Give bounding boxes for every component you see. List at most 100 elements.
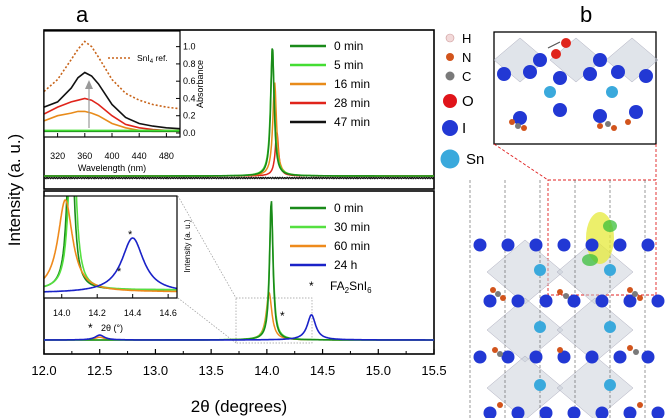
x-tick-label: 14.5 xyxy=(310,363,335,378)
bottom-inset: * * 14.0 14.2 14.4 14.6 2θ (°) Intensity (a… xyxy=(43,195,192,333)
legend-label: 47 min xyxy=(334,115,370,129)
series-0min xyxy=(44,48,434,177)
iodine-atom xyxy=(595,294,609,308)
element-label: I xyxy=(462,120,466,137)
iodine-atom xyxy=(513,111,527,125)
inset-top-x-label: Wavelength (nm) xyxy=(78,163,146,173)
legend-label: 28 min xyxy=(334,96,370,110)
inset-series xyxy=(44,71,180,130)
iodine-atom xyxy=(473,238,487,252)
x-tick-label: 12.5 xyxy=(87,363,112,378)
oxygen-atom xyxy=(551,49,561,59)
x-tick-label: 15.5 xyxy=(421,363,446,378)
element-swatch xyxy=(446,53,454,61)
inset-zoom-24h xyxy=(44,237,177,293)
tin-atom xyxy=(604,379,616,391)
inset-bottom-x-label: 2θ (°) xyxy=(101,323,123,333)
bottom-xrd-curves xyxy=(44,201,434,341)
legend-label: 16 min xyxy=(334,77,370,91)
iodine-atom xyxy=(651,294,665,308)
top-xrd-curves xyxy=(44,48,434,180)
element-swatch xyxy=(442,120,458,136)
inset-zoom-x-tick: 14.2 xyxy=(88,308,106,318)
inset-x-tick: 480 xyxy=(159,151,174,161)
iodine-atom xyxy=(557,350,571,364)
iodine-atom xyxy=(523,65,537,79)
inset-zoom-x-tick: 14.6 xyxy=(159,308,177,318)
inset-x-tick: 320 xyxy=(50,151,65,161)
x-tick-label: 13.0 xyxy=(143,363,168,378)
iodine-atom xyxy=(501,350,515,364)
series-24h xyxy=(44,314,434,341)
iodine-atom xyxy=(483,294,497,308)
arrow-head-icon xyxy=(85,80,93,89)
svg-text:FA2SnI6: FA2SnI6 xyxy=(330,279,372,295)
inset-series xyxy=(44,40,180,110)
element-label: H xyxy=(462,31,471,46)
iodine-atom xyxy=(641,350,655,364)
legend-label: 0 min xyxy=(334,201,363,215)
iodine-atom xyxy=(483,406,497,418)
element-swatch xyxy=(445,33,455,43)
iodine-atom xyxy=(613,238,627,252)
iodine-atom xyxy=(567,294,581,308)
y-axis-label: Intensity (a. u.) xyxy=(5,134,24,246)
element-label: O xyxy=(462,93,474,110)
x-tick-label: 14.0 xyxy=(254,363,279,378)
legend-label: 0 min xyxy=(334,39,363,53)
iodine-atom xyxy=(553,103,567,117)
inset-star-1: * xyxy=(128,229,133,241)
tin-atom xyxy=(534,379,546,391)
iodine-atom xyxy=(497,67,511,81)
inset-star-2: * xyxy=(117,266,122,278)
x-axis-ticks: 12.0 12.5 13.0 13.5 14.0 14.5 15.0 15.5 xyxy=(31,349,447,378)
inset-bottom-y-label: Intensity (a. u.) xyxy=(183,219,192,272)
iodine-atom xyxy=(583,67,597,81)
iodine-atom xyxy=(585,238,599,252)
iodine-atom xyxy=(539,294,553,308)
iodine-atom xyxy=(611,65,625,79)
tin-atom xyxy=(534,321,546,333)
iodine-atom xyxy=(613,350,627,364)
iodine-atom xyxy=(593,53,607,67)
iodine-atom xyxy=(651,406,665,418)
legend-label: 5 min xyxy=(334,58,363,72)
inset-x-tick: 360 xyxy=(77,151,92,161)
oxygen-atom xyxy=(561,38,571,48)
inset-x-tick: 440 xyxy=(132,151,147,161)
tin-atom xyxy=(544,86,556,98)
star-marker-12-5: * xyxy=(88,321,93,335)
inset-top-y-label: Absorbance xyxy=(195,60,205,108)
top-legend: 0 min 5 min 16 min 28 min 47 min xyxy=(290,39,370,129)
ref-label: SnI4 ref. xyxy=(137,53,168,65)
inset-y-tick: 0.0 xyxy=(183,128,196,138)
zoom-connectors xyxy=(177,195,313,344)
fa2sni6-legend-entry: * FA2SnI6 xyxy=(309,279,372,295)
inset-y-tick: 1.0 xyxy=(183,42,196,52)
x-axis-label: 2θ (degrees) xyxy=(191,397,287,416)
tin-atom xyxy=(604,321,616,333)
element-label: N xyxy=(462,50,471,65)
iodine-atom xyxy=(585,350,599,364)
iodine-atom xyxy=(533,53,547,67)
inset-zoom-60min xyxy=(44,199,177,293)
series-47min xyxy=(44,176,434,180)
iodine-atom xyxy=(557,238,571,252)
iodine-atom xyxy=(473,350,487,364)
element-label: Sn xyxy=(466,151,484,168)
iodine-atom xyxy=(501,238,515,252)
x-tick-label: 13.5 xyxy=(198,363,223,378)
panel-b-label: b xyxy=(580,2,592,27)
inset-y-tick: 0.4 xyxy=(183,93,196,103)
iodine-atom xyxy=(539,406,553,418)
x-tick-label: 15.0 xyxy=(366,363,391,378)
top-inset: SnI4 ref. 320 360 400 440 480 0.0 0.2 0.4 0.6 0.8… xyxy=(43,30,205,173)
inset-y-tick: 0.6 xyxy=(183,76,196,86)
element-swatch xyxy=(440,149,460,169)
svg-text:*: * xyxy=(309,279,314,293)
x-tick-label: 12.0 xyxy=(31,363,56,378)
iodine-atom xyxy=(593,109,607,123)
inset-zoom-x-tick: 14.0 xyxy=(53,308,71,318)
